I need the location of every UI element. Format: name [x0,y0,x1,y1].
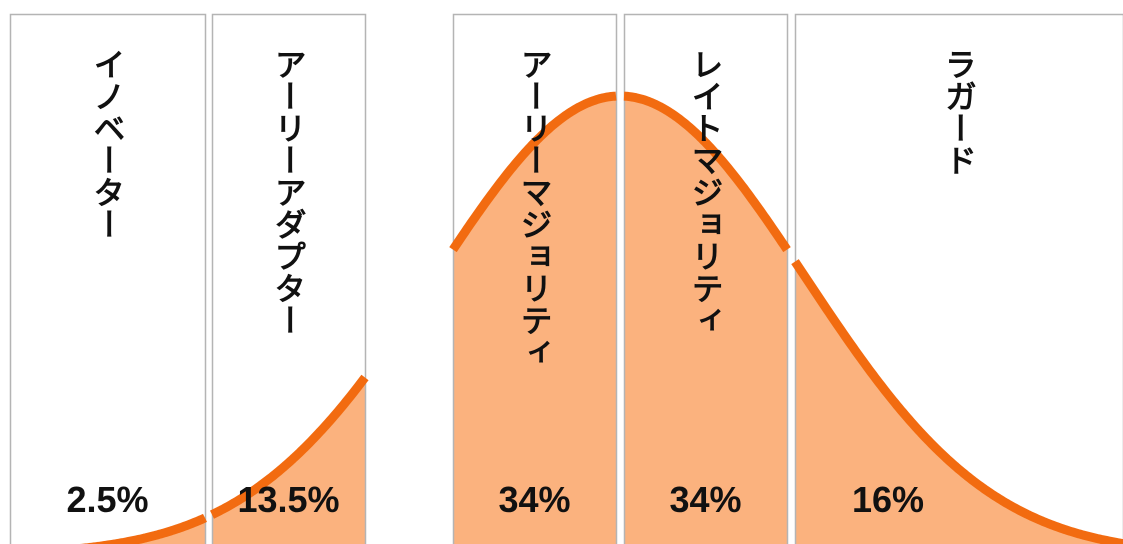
segment-panel-5 [794,13,1123,544]
area-segment-2 [212,377,365,544]
percent-label-5: 16% [852,479,924,520]
curve-line-3 [449,91,620,253]
area-segment-5 [795,261,1123,544]
category-label-5: ラガード [940,48,978,176]
curve-line-1 [79,513,209,544]
category-label-1: イノベーター [89,48,127,240]
category-label-3: アーリーマジョリティ [516,48,554,368]
segment-panel-2 [211,13,367,544]
area-segment-4 [624,96,787,544]
segment-panel-4 [623,13,789,544]
segment-panel-1 [9,13,207,544]
category-label-4: レイトマジョリティ [687,48,725,336]
percent-label-2: 13.5% [237,479,339,520]
curve-line-4 [621,91,791,253]
curve-line-5 [791,259,1123,544]
curve-line-2 [209,374,369,519]
percent-label-1: 2.5% [66,479,148,520]
area-segment-3 [453,96,616,544]
percent-label-4: 34% [669,479,741,520]
category-label-2: アーリーアダプター [270,48,308,336]
segment-panel-3 [452,13,618,544]
percent-label-3: 34% [498,479,570,520]
